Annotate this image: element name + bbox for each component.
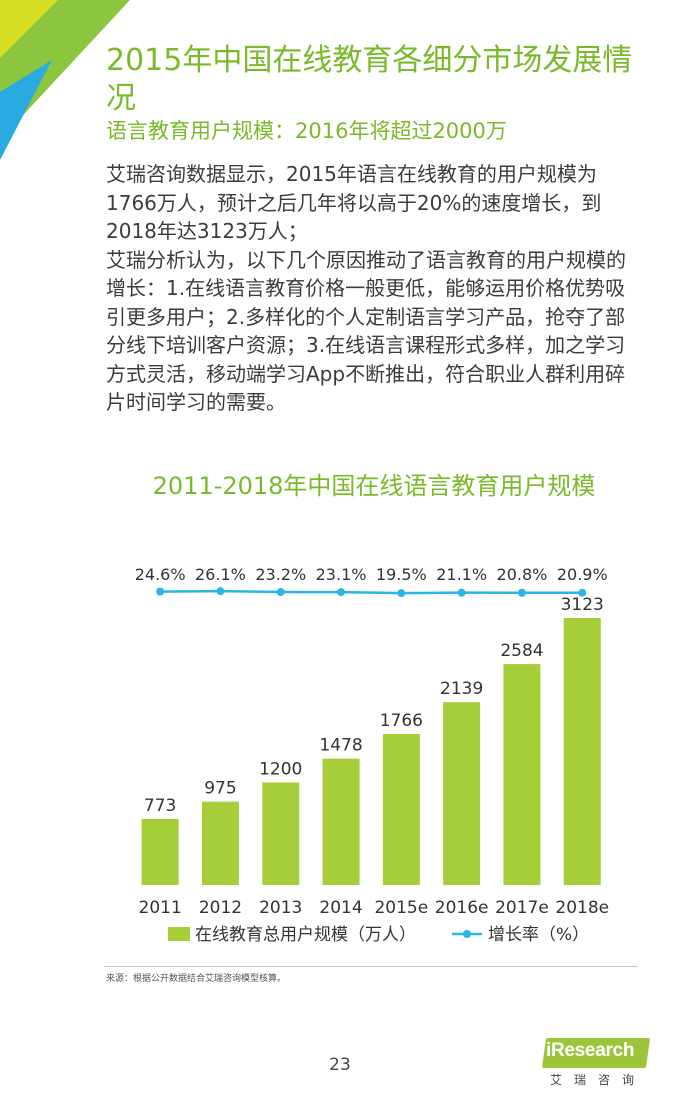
iresearch-logo: iResearch 艾瑞咨询 xyxy=(538,1028,651,1088)
bar-value-label: 1766 xyxy=(380,711,423,731)
bar xyxy=(141,818,179,885)
x-tick-label: 2015e xyxy=(374,898,428,918)
growth-point xyxy=(216,587,225,596)
bar-value-label: 2584 xyxy=(500,641,543,661)
bar xyxy=(201,801,239,885)
growth-point xyxy=(397,589,406,598)
bar-value-label: 2139 xyxy=(440,679,483,699)
page-title: 2015年中国在线教育各细分市场发展情况 xyxy=(106,43,633,116)
bar-value-label: 975 xyxy=(204,779,236,799)
page-number: 23 xyxy=(329,1055,351,1075)
growth-value-label: 23.2% xyxy=(255,565,306,584)
body-paragraph: 艾瑞分析认为，以下几个原因推动了语言教育的用户规模的增长：1.在线语言教育价格一… xyxy=(106,247,626,415)
body-paragraph: 艾瑞咨询数据显示，2015年语言在线教育的用户规模为1766万人，预计之后几年将… xyxy=(106,162,602,243)
growth-point xyxy=(276,588,285,597)
bar xyxy=(563,618,601,885)
chart: 773 975 1200 1478 1766 2139 2584 3123 2011 2012 20… xyxy=(135,565,609,945)
growth-value-label: 20.9% xyxy=(557,565,608,584)
legend-line-label: 增长率（%） xyxy=(488,925,589,945)
growth-point xyxy=(517,588,526,597)
legend-bar-swatch xyxy=(168,927,190,941)
growth-point xyxy=(156,587,165,596)
source-note: 来源：根据公开数据结合艾瑞咨询模型核算。 xyxy=(106,974,287,984)
logo-text: iResearch xyxy=(546,1040,635,1061)
bar-value-label: 1200 xyxy=(259,759,302,779)
corner-shape-blue xyxy=(0,60,52,160)
page-subtitle: 语言教育用户规模：2016年将超过2000万 xyxy=(106,119,507,143)
corner-shape-yellow xyxy=(0,0,58,58)
growth-value-label: 19.5% xyxy=(376,565,427,584)
corner-shape-green xyxy=(0,0,130,140)
growth-point xyxy=(337,588,346,597)
x-tick-label: 2012 xyxy=(199,898,242,918)
bar xyxy=(262,782,300,885)
legend-bar-label: 在线教育总用户规模（万人） xyxy=(195,925,416,945)
logo-cn-text: 艾瑞咨询 xyxy=(550,1073,647,1087)
source-divider xyxy=(104,966,638,967)
x-tick-label: 2011 xyxy=(139,898,182,918)
x-tick-label: 2014 xyxy=(319,898,362,918)
chart-title: 2011-2018年中国在线语言教育用户规模 xyxy=(152,472,596,500)
growth-value-label: 21.1% xyxy=(436,565,487,584)
bar-value-label: 773 xyxy=(144,796,176,816)
bar xyxy=(503,664,541,885)
growth-value-label: 26.1% xyxy=(195,565,246,584)
bar-value-label: 1478 xyxy=(319,736,362,756)
x-tick-label: 2017e xyxy=(495,898,549,918)
growth-value-label: 23.1% xyxy=(316,565,367,584)
growth-line xyxy=(160,589,583,595)
growth-value-label: 24.6% xyxy=(135,565,186,584)
x-tick-label: 2016e xyxy=(435,898,489,918)
growth-value-label: 20.8% xyxy=(497,565,548,584)
growth-point xyxy=(578,588,587,597)
legend-line-marker xyxy=(463,930,471,938)
bar xyxy=(322,758,360,885)
growth-point xyxy=(457,588,466,597)
x-tick-label: 2013 xyxy=(259,898,302,918)
corner-decoration xyxy=(0,0,130,160)
bar-value-label: 3123 xyxy=(561,595,604,615)
x-tick-label: 2018e xyxy=(555,898,609,918)
bar xyxy=(443,702,481,885)
bar xyxy=(382,734,420,885)
body-text: 艾瑞咨询数据显示，2015年语言在线教育的用户规模为1766万人，预计之后几年将… xyxy=(106,160,626,417)
